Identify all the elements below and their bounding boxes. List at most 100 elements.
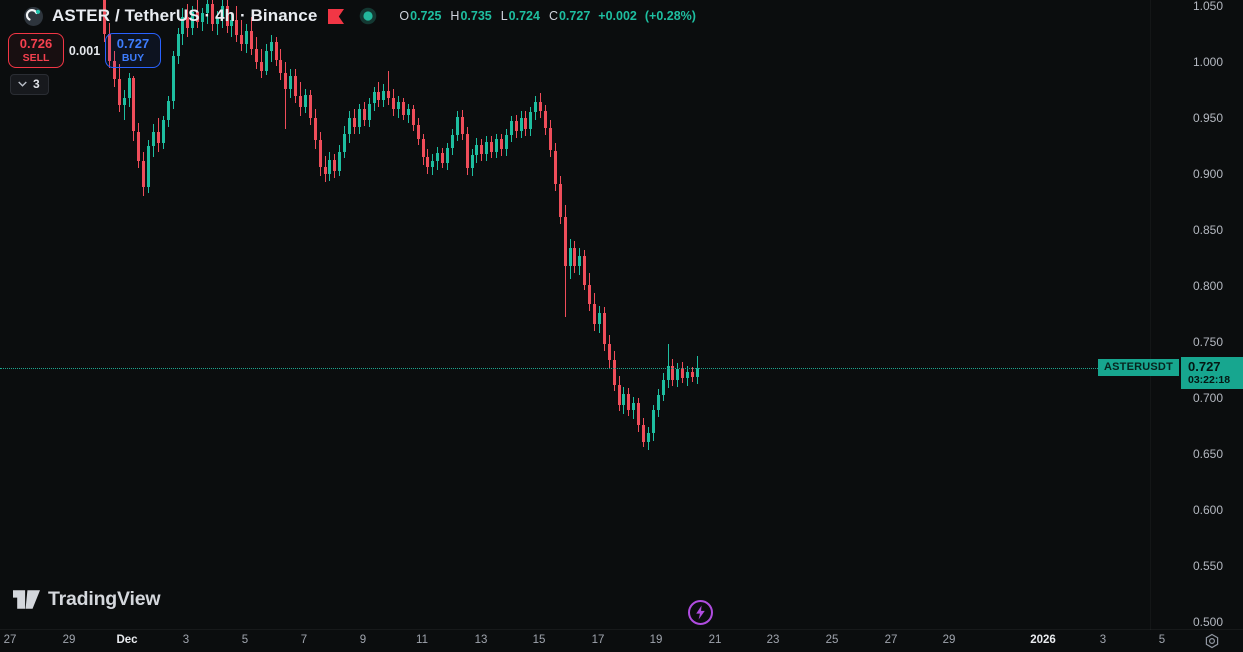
candle-body-up — [367, 103, 371, 121]
candle-body-down — [627, 393, 631, 411]
time-tick-label: Dec — [116, 634, 138, 646]
sell-button[interactable]: 0.726 SELL — [8, 33, 64, 68]
candle-body-down — [416, 124, 420, 140]
candle-body-down — [279, 59, 283, 74]
candle-body-up — [303, 94, 307, 107]
open-label: O — [399, 9, 410, 23]
candle-body-up — [534, 102, 538, 113]
candle-body-up — [666, 365, 670, 381]
quick-trade-panel: 0.726 SELL 0.001 0.727 BUY — [8, 33, 161, 68]
symbol-title[interactable]: ASTER / TetherUS · 4h · Binance — [52, 6, 318, 25]
price-tick-label: 1.050 — [1192, 0, 1223, 13]
candle-body-down — [107, 34, 111, 61]
time-tick-label: 11 — [416, 634, 428, 646]
candle-body-up — [509, 121, 513, 135]
candle-body-up — [406, 109, 410, 115]
candle-body-down — [313, 118, 317, 141]
candle-body-up — [568, 248, 572, 266]
time-tick-label: 29 — [942, 634, 956, 646]
candle-body-down — [103, 0, 106, 34]
time-tick-label: 3 — [1099, 634, 1107, 646]
candle-body-down — [480, 144, 484, 154]
time-tick-label: 7 — [300, 634, 308, 646]
spread-value: 0.001 — [68, 43, 101, 58]
hexagon-settings-icon[interactable] — [1204, 633, 1220, 649]
open-value: 0.725 — [410, 9, 442, 23]
candle-body-down — [392, 97, 396, 110]
price-tick-label: 0.550 — [1192, 559, 1223, 573]
candle-body-up — [597, 312, 601, 325]
price-axis[interactable]: 1.050 1.000 0.950 0.900 0.850 0.800 0.750 0.700… — [1150, 0, 1243, 630]
current-price-label: 0.727 03:22:18 — [1181, 357, 1243, 389]
candle-body-up — [215, 17, 219, 24]
candle-body-down — [553, 150, 557, 185]
candle-body-up — [519, 118, 523, 132]
current-price-line — [0, 368, 1112, 369]
watermark-brand: TradingView — [48, 588, 161, 610]
candle-body-down — [196, 11, 200, 22]
candle-body-up — [201, 12, 204, 22]
candle-wick — [123, 90, 125, 121]
candle-body-up — [676, 368, 680, 381]
time-tick-label: 13 — [474, 634, 488, 646]
high-label: H — [450, 9, 460, 23]
chart-header: ASTER / TetherUS · 4h · Binance O 0.725 H… — [24, 6, 696, 26]
flag-bookmark-icon[interactable] — [328, 8, 345, 24]
time-axis[interactable]: 27 29 Dec 3 5 7 9 11 13 15 17 19 21 23 25 27 29 2026 3 5 — [0, 629, 1243, 652]
candle-wick — [388, 71, 390, 105]
aster-coin-icon — [24, 6, 43, 26]
candle-body-up — [328, 159, 332, 175]
time-tick-label: 5 — [1158, 634, 1166, 646]
sell-label: SELL — [22, 51, 50, 64]
candle-body-down — [225, 6, 229, 27]
candle-body-up — [245, 30, 249, 45]
candle-body-up — [348, 118, 351, 134]
candle-body-up — [382, 91, 386, 101]
candle-body-down — [539, 102, 543, 112]
candle-body-up — [181, 17, 185, 34]
candle-body-down — [593, 304, 596, 325]
price-tick-label: 0.900 — [1192, 167, 1223, 181]
candle-body-down — [465, 133, 469, 169]
candle-body-down — [235, 19, 239, 36]
change-value: +0.002 — [598, 9, 637, 23]
candle-body-up — [651, 410, 655, 433]
candle-body-up — [122, 97, 126, 105]
buy-price: 0.727 — [116, 36, 150, 51]
time-tick-label: 2026 — [1030, 634, 1056, 646]
buy-label: BUY — [121, 51, 145, 64]
candle-body-down — [563, 216, 567, 266]
lightning-bolt-icon[interactable] — [688, 600, 713, 625]
candle-body-down — [284, 73, 288, 89]
candle-body-down — [681, 368, 685, 378]
candle-body-up — [686, 372, 690, 378]
candle-body-down — [642, 424, 645, 442]
price-tick-label: 0.850 — [1192, 223, 1223, 237]
candle-body-up — [450, 134, 454, 149]
buy-button[interactable]: 0.727 BUY — [105, 33, 161, 68]
candle-body-up — [470, 155, 474, 169]
candle-body-down — [637, 402, 641, 425]
candle-body-down — [490, 141, 494, 152]
object-tree-widget[interactable]: 3 — [10, 74, 49, 95]
candle-body-down — [583, 255, 587, 285]
sell-price: 0.726 — [19, 36, 53, 51]
candle-body-down — [186, 17, 190, 29]
candle-body-down — [274, 41, 278, 60]
candle-body-up — [230, 19, 234, 27]
candle-body-down — [524, 118, 528, 130]
candle-body-down — [142, 160, 146, 188]
market-status-dot-icon[interactable] — [359, 7, 377, 25]
time-tick-label: 3 — [182, 634, 190, 646]
object-count: 3 — [33, 77, 40, 91]
tradingview-watermark[interactable]: TradingView — [13, 588, 161, 611]
candle-body-down — [411, 109, 415, 125]
candle-body-down — [387, 91, 391, 98]
candle-body-up — [695, 367, 699, 377]
candle-body-up — [646, 432, 650, 442]
time-tick-label: 21 — [708, 634, 722, 646]
candle-body-down — [250, 30, 253, 49]
candle-body-up — [622, 393, 626, 405]
candle-body-down — [426, 157, 430, 168]
